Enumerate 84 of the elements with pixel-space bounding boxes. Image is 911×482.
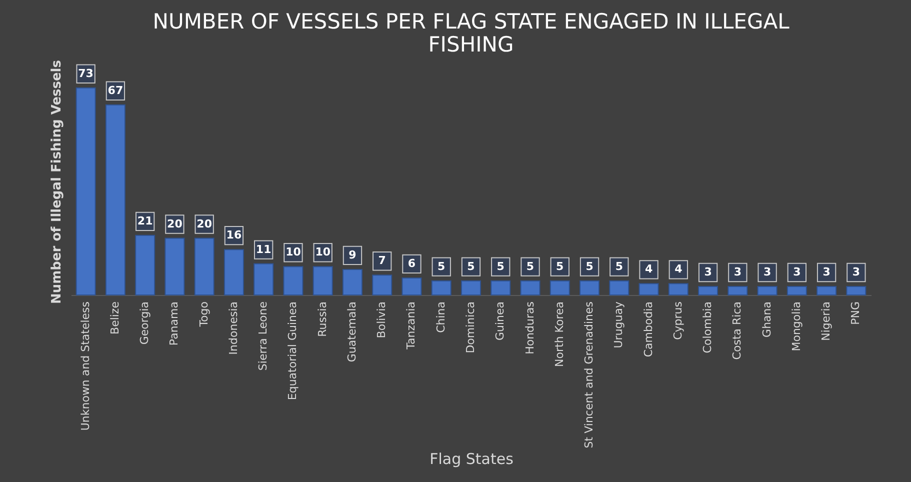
bar (609, 280, 630, 296)
bar (728, 286, 748, 296)
x-tick-label: PNG (849, 302, 862, 325)
x-tick-label: Mongolia (790, 302, 803, 352)
data-label: 5 (526, 260, 534, 273)
x-tick-label: Cambodia (642, 302, 655, 358)
data-label: 11 (256, 242, 272, 256)
data-label: 6 (408, 256, 416, 270)
x-tick-label: Belize (108, 301, 122, 334)
bar (312, 266, 333, 296)
x-tick-label: Ghana (760, 302, 774, 338)
data-label: 16 (226, 228, 242, 242)
bar (342, 268, 362, 296)
x-tick-label: Indonesia (226, 302, 240, 355)
x-tick-label: Guinea (494, 302, 507, 341)
bar (846, 286, 866, 296)
x-tick-label: Bolivia (375, 302, 388, 338)
data-label: 3 (704, 265, 712, 278)
x-tick-label: Costa Rica (730, 302, 744, 360)
bar (194, 238, 214, 296)
data-label: 5 (586, 260, 594, 273)
data-label: 9 (348, 248, 356, 262)
bar (520, 280, 540, 296)
x-tick-label: Russia (316, 302, 329, 337)
x-tick-label: Equatorial Guinea (286, 302, 300, 400)
data-label: 5 (556, 260, 564, 273)
x-axis-title: Flag States (430, 450, 514, 468)
data-label: 10 (315, 246, 331, 259)
data-label: 67 (108, 84, 124, 97)
x-tick-label: Nigeria (820, 302, 833, 341)
data-label: 7 (378, 254, 386, 268)
data-label: 3 (734, 265, 742, 278)
data-label: 3 (763, 265, 772, 278)
bar (461, 280, 481, 296)
bar (105, 104, 126, 296)
x-tick-label: North Korea (552, 302, 566, 367)
data-label: 4 (674, 262, 683, 276)
data-label: 10 (286, 246, 302, 259)
bar (402, 277, 422, 296)
bar (816, 286, 837, 296)
x-tick-label: Sierra Leone (256, 301, 270, 371)
x-tick-label: Guatemala (345, 302, 358, 362)
bar (638, 283, 659, 296)
bar (580, 280, 600, 296)
bar (550, 280, 570, 296)
x-tick-label: Panama (168, 302, 181, 346)
x-tick-label: China (434, 302, 448, 333)
data-label: 20 (167, 217, 183, 230)
data-label: 3 (852, 265, 860, 278)
x-tick-label: St Vincent and Grenadines (582, 301, 596, 448)
x-tick-label: Cyprus (671, 301, 684, 340)
bar (283, 266, 304, 296)
data-label: 5 (438, 260, 446, 273)
data-label: 21 (137, 214, 153, 228)
bar (757, 286, 778, 296)
chart-title: NUMBER OF VESSELS PER FLAG STATE ENGAGED IN ILLEGAL FISHING (152, 10, 790, 56)
data-label: 73 (78, 66, 94, 80)
x-tick-label: Unknown and Stateless (78, 301, 92, 431)
data-label: 4 (644, 262, 653, 276)
data-label: 3 (822, 265, 830, 278)
y-axis-title: Number of Illegal Fishing Vessels (50, 60, 64, 304)
bar (135, 234, 156, 296)
data-label: 5 (467, 260, 475, 273)
bar (76, 87, 96, 296)
bar (668, 283, 688, 296)
x-tick-label: Georgia (138, 302, 152, 345)
data-label: 5 (496, 260, 504, 273)
bar (164, 238, 185, 296)
bar (431, 280, 452, 296)
bar (372, 274, 392, 296)
x-tick-label: Togo (197, 301, 210, 328)
bar (490, 280, 511, 296)
data-label: 5 (615, 260, 623, 273)
bar (224, 249, 244, 296)
bar (254, 263, 274, 296)
data-label: 20 (196, 217, 212, 230)
bar (698, 286, 718, 296)
x-tick-label: Uruguay (612, 301, 626, 348)
x-tick-label: Honduras (523, 301, 536, 354)
bar (786, 286, 807, 296)
x-tick-label: Dominica (464, 302, 477, 354)
x-tick-label: Tanzania (404, 302, 418, 350)
data-label: 3 (793, 265, 801, 278)
x-tick-label: Colombia (701, 302, 714, 354)
